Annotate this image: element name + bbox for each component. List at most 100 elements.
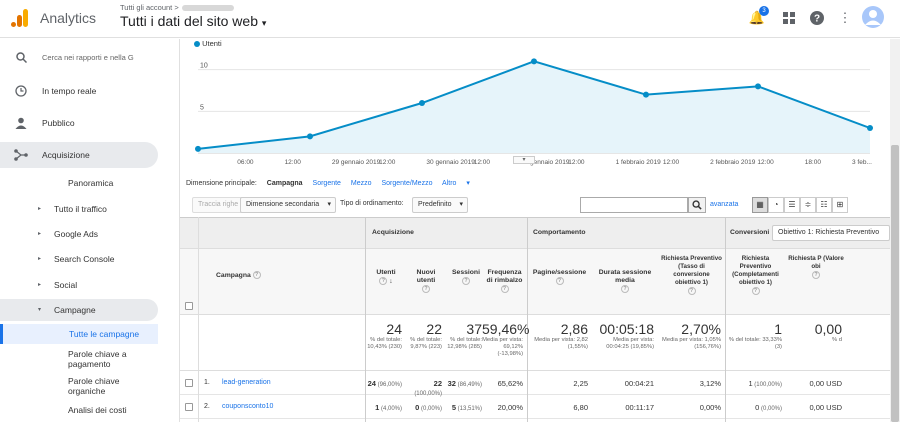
sidebar-item-all-campaigns[interactable]: Tutte le campagne [0,324,158,344]
sidebar-item-acquisition[interactable]: Acquisizione [0,142,158,168]
col-goal-value-header[interactable]: Richiesta P (Valore obi? [788,255,844,279]
dimension-header[interactable]: Campagna ? [216,271,261,280]
dimension-source-medium[interactable]: Sorgente/Mezzo [381,180,433,187]
dimension-source[interactable]: Sorgente [312,180,341,187]
apps-grid-icon[interactable] [780,9,798,27]
col-goal-value-total: 0,00 [814,321,842,337]
triangle-down-icon: ▾ [38,307,42,313]
col-users-cell: 24 (96,00%) [367,379,402,388]
help-icon: ? [555,277,564,285]
column-divider [365,217,366,422]
sidebar-item-overview[interactable]: Panoramica [0,173,158,193]
app-name: Analytics [40,10,97,26]
y-tick-label: 10 [200,63,208,70]
row-checkbox[interactable] [185,403,193,411]
sidebar-item-label: Parole chiave organiche [68,376,120,396]
sidebar-item-search-console[interactable]: ▸ Search Console [0,249,158,269]
analytics-logo[interactable] [8,6,32,30]
property-title: Tutti i dati del sito web [120,13,258,29]
table-view-icon[interactable]: ▦ [752,197,768,213]
col-goal-value-cell: 0,00 USD [809,403,842,412]
help-icon: ? [687,287,696,295]
sidebar-item-realtime[interactable]: In tempo reale [0,78,158,104]
secondary-dimension-label: Dimensione secondaria [246,201,320,208]
sidebar-item-campaigns[interactable]: ▾ Campagne [0,299,158,321]
pivot-view-icon[interactable]: ⊞ [832,197,848,213]
sort-type-select[interactable]: Predefinito ▾ [412,197,468,213]
col-avg-duration-total-sub: Media per vista: 00:04:25 (19,85%) [606,337,654,350]
col-goal-conv-rate-header[interactable]: Richiesta Preventivo (Tasso di conversio… [661,255,722,295]
col-new-users-header[interactable]: Nuovi utenti? [416,269,436,293]
sidebar-item-organic-keywords[interactable]: Parole chiave organiche [0,373,158,397]
search-input[interactable]: Cerca nei rapporti e nella G [42,53,134,62]
goal-select[interactable]: Obiettivo 1: Richiesta Preventivo [772,225,890,241]
performance-view-icon[interactable]: ☰ [784,197,800,213]
col-goal-completions-header[interactable]: Richiesta Preventivo (Completamenti obie… [732,255,779,295]
col-goal-completions-cell: 1 (100,00%) [748,379,782,388]
comparison-view-icon[interactable]: ≑ [800,197,816,213]
pie-view-icon[interactable]: ◔ [768,197,784,213]
sidebar-item-all-traffic[interactable]: ▸ Tutto il traffico [0,199,158,219]
help-icon: ? [621,285,629,293]
more-vert-icon[interactable]: ⋮ [838,10,852,25]
col-pages-session-header[interactable]: Pagine/sessione? [532,269,587,285]
sidebar-item-cost-analysis[interactable]: Analisi dei costi [0,400,158,420]
scrollbar-thumb[interactable] [891,145,899,422]
table-search-input[interactable] [580,197,688,213]
col-sessions-header[interactable]: Sessioni? [452,269,480,285]
chart-point [307,133,313,140]
row-checkbox[interactable] [185,379,193,387]
table-group-header [180,217,890,249]
dimension-medium[interactable]: Mezzo [350,180,372,187]
advanced-filter-link[interactable]: avanzata [710,201,739,208]
sidebar-search[interactable]: Cerca nei rapporti e nella G [0,45,158,71]
dimension-campaign[interactable]: Campagna [266,180,303,187]
help-icon: ? [812,271,820,279]
property-selector[interactable]: Tutti i dati del sito web ▾ [120,13,266,29]
sidebar-item-label: Social [54,280,78,290]
table-search-button[interactable] [688,197,706,213]
col-goal-conv-rate-total: 2,70% [681,321,721,337]
sidebar-item-google-ads[interactable]: ▸ Google Ads [0,224,158,244]
x-tick-label: 12:00 [474,159,491,166]
chart-legend[interactable]: Utenti [194,39,222,48]
col-goal-conv-rate-cell: 3,12% [699,379,721,388]
col-bounce-rate-header[interactable]: Frequenza di rimbalzo? [486,269,523,293]
avatar[interactable] [862,6,884,28]
chart-resize-handle[interactable]: ▾ [513,156,535,164]
sidebar-item-audience[interactable]: Pubblico [0,110,158,136]
sidebar: Cerca nei rapporti e nella G In tempo re… [0,39,180,422]
col-avg-duration-header[interactable]: Durata sessione media? [598,269,652,293]
x-tick-label: 12:00 [568,159,585,166]
sidebar-item-paid-keywords[interactable]: Parole chiave a pagamento [0,346,158,370]
col-goal-conv-rate-total-sub: Media per vista: 1,05% (156,76%) [662,337,721,350]
help-icon[interactable]: ? [808,9,826,27]
x-tick-label: 2 febbraio 2019 [710,159,756,166]
search-icon [14,45,28,73]
sidebar-item-social[interactable]: ▸ Social [0,275,158,295]
col-pages-session-cell: 6,80 [573,403,588,412]
col-users-cell: 1 (4,00%) [375,403,402,412]
campaign-link[interactable]: lead-generation [222,379,271,386]
plot-rows-button[interactable]: Traccia righe [192,197,245,213]
col-users-total: 24 [386,321,402,337]
secondary-dimension-select[interactable]: Dimensione secondaria ▾ [240,197,336,213]
select-all-checkbox[interactable] [185,302,193,310]
table-row [180,395,890,419]
campaign-link[interactable]: couponsconto10 [222,403,274,410]
dimension-other[interactable]: Altro ▾ [442,180,470,187]
col-new-users-cell: 22 (100,00%) [414,379,442,397]
breadcrumb[interactable]: Tutti gli account > [120,3,234,12]
help-icon: ? [500,285,509,293]
x-tick-label: 12:00 [379,159,396,166]
triangle-right-icon: ▸ [38,282,42,288]
caret-down-icon: ▾ [261,18,267,28]
term-cloud-icon[interactable]: ☷ [816,197,832,213]
clock-icon [14,78,28,107]
search-icon [692,200,702,210]
col-users-header[interactable]: Utenti? ↓ [376,269,396,285]
triangle-right-icon: ▸ [38,256,42,262]
chart-point [531,58,537,65]
svg-text:?: ? [814,14,820,25]
